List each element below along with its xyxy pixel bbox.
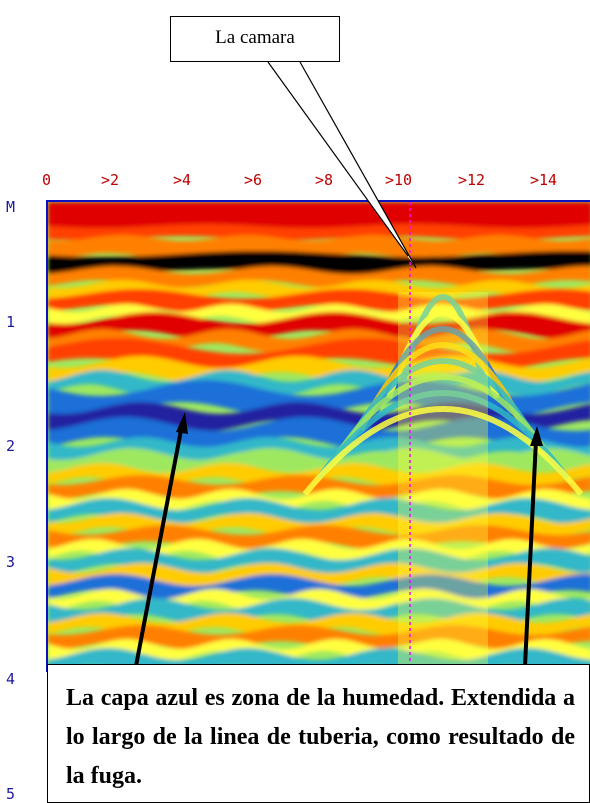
y-tick-label: 3 — [6, 553, 16, 571]
radargram-svg — [48, 202, 590, 672]
y-tick-label: 5 — [6, 785, 16, 803]
x-tick-label: >2 — [101, 171, 120, 189]
reflection-column — [398, 292, 488, 672]
callout-label: La camara — [215, 27, 295, 48]
caption-text: La capa azul es zona de la humedad. Exte… — [66, 685, 575, 789]
hyperbola-reflection — [302, 406, 584, 496]
hyperbola-reflection — [330, 374, 556, 464]
y-tick-label: 4 — [6, 670, 16, 688]
caption-box: La capa azul es zona de la humedad. Exte… — [47, 664, 590, 803]
x-tick-label: >12 — [458, 171, 486, 189]
x-tick-label: >8 — [315, 171, 334, 189]
y-axis-unit: M — [6, 198, 16, 216]
radar-band — [48, 202, 590, 230]
x-tick-label: 0 — [42, 171, 52, 189]
radar-band — [48, 266, 590, 288]
hyperbola-reflection — [344, 358, 542, 448]
callout-box: La camara — [170, 16, 340, 62]
x-tick-label: >4 — [173, 171, 192, 189]
y-tick-label: 1 — [6, 313, 16, 331]
x-tick-label: >14 — [530, 171, 558, 189]
x-tick-label: >10 — [385, 171, 413, 189]
x-tick-label: >6 — [244, 171, 263, 189]
radargram-image — [46, 200, 590, 672]
y-tick-label: 2 — [6, 437, 16, 455]
